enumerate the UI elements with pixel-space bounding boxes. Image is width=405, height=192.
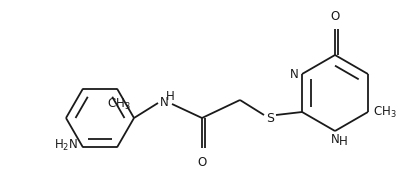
- Text: $\mathregular{H_2N}$: $\mathregular{H_2N}$: [54, 138, 78, 153]
- Text: $\mathregular{CH_3}$: $\mathregular{CH_3}$: [107, 97, 130, 112]
- Text: O: O: [330, 10, 339, 23]
- Text: S: S: [265, 112, 273, 124]
- Text: $\mathregular{CH_3}$: $\mathregular{CH_3}$: [372, 104, 396, 120]
- Text: N: N: [330, 133, 339, 146]
- Text: H: H: [165, 89, 174, 103]
- Text: H: H: [338, 135, 347, 148]
- Text: O: O: [197, 156, 206, 169]
- Text: N: N: [159, 95, 168, 108]
- Text: N: N: [290, 68, 298, 80]
